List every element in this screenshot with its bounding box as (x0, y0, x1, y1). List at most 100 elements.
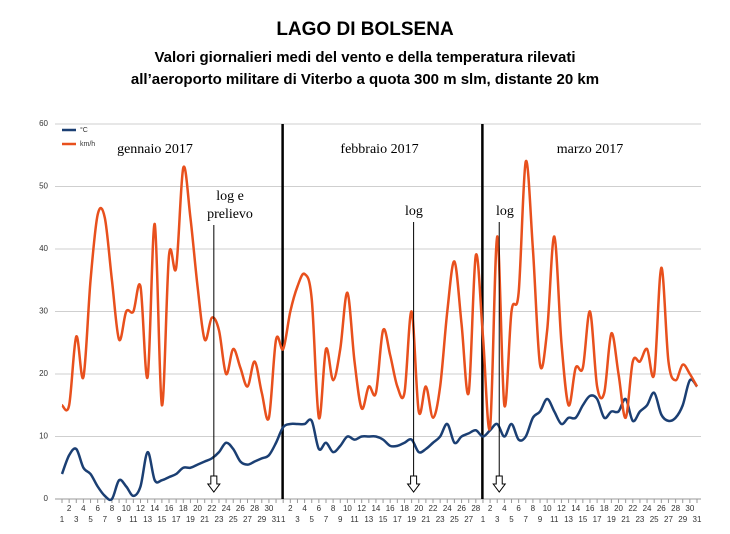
x-tick-label: 9 (338, 515, 343, 524)
x-tick-label: 13 (143, 515, 152, 524)
y-tick-label: 40 (39, 244, 48, 253)
x-tick-label: 2 (67, 504, 72, 513)
x-tick-label: 30 (685, 504, 694, 513)
x-tick-label: 16 (586, 504, 595, 513)
x-tick-label: 25 (450, 515, 459, 524)
x-tick-label: 2 (488, 504, 493, 513)
x-tick-label: 23 (436, 515, 445, 524)
x-tick-label: 22 (628, 504, 637, 513)
x-tick-label: 18 (400, 504, 409, 513)
annotation: log (405, 204, 423, 219)
x-tick-label: 8 (531, 504, 536, 513)
x-tick-label: 27 (464, 515, 473, 524)
x-tick-label: 3 (295, 515, 300, 524)
x-tick-label: 21 (421, 515, 430, 524)
x-tick-label: 14 (150, 504, 159, 513)
legend-label: km/h (80, 141, 95, 148)
y-tick-label: 60 (39, 119, 48, 128)
x-tick-label: 11 (550, 515, 559, 524)
x-tick-label: 21 (200, 515, 209, 524)
series-line (60, 159, 699, 431)
x-tick-label: 12 (357, 504, 366, 513)
legend-label: °C (80, 126, 88, 134)
month-label: febbraio 2017 (340, 142, 418, 157)
annotation: log (496, 204, 514, 219)
x-tick-label: 14 (571, 504, 580, 513)
x-tick-label: 16 (165, 504, 174, 513)
x-tick-label: 13 (364, 515, 373, 524)
x-tick-label: 29 (257, 515, 266, 524)
x-tick-label: 12 (557, 504, 566, 513)
month-label: marzo 2017 (557, 142, 623, 157)
x-tick-label: 19 (407, 515, 416, 524)
x-tick-label: 4 (81, 504, 86, 513)
x-tick-label: 1 (60, 515, 65, 524)
x-tick-label: 24 (222, 504, 231, 513)
x-tick-label: 10 (343, 504, 352, 513)
x-tick-label: 31 (272, 515, 281, 524)
x-tick-label: 8 (331, 504, 336, 513)
subtitle: Valori giornalieri medi del vento e dell… (155, 49, 576, 66)
x-tick-label: 5 (88, 515, 93, 524)
x-tick-label: 23 (635, 515, 644, 524)
x-tick-label: 7 (103, 515, 108, 524)
x-tick-label: 3 (74, 515, 79, 524)
x-tick-label: 12 (136, 504, 145, 513)
y-tick-label: 50 (39, 182, 48, 191)
series-line (60, 378, 698, 502)
x-tick-label: 17 (593, 515, 602, 524)
x-tick-label: 9 (538, 515, 543, 524)
annotation: prelievo (207, 207, 253, 222)
chart-title: LAGO DI BOLSENA (276, 19, 454, 40)
x-tick-label: 28 (250, 504, 259, 513)
x-tick-label: 27 (243, 515, 252, 524)
x-tick-label: 4 (502, 504, 507, 513)
x-tick-label: 30 (264, 504, 273, 513)
x-tick-label: 7 (324, 515, 329, 524)
x-tick-label: 26 (657, 504, 666, 513)
x-tick-label: 17 (172, 515, 181, 524)
x-tick-label: 1 (481, 515, 486, 524)
x-tick-label: 24 (643, 504, 652, 513)
x-tick-label: 25 (650, 515, 659, 524)
x-tick-label: 6 (516, 504, 521, 513)
x-tick-label: 4 (302, 504, 307, 513)
x-tick-label: 3 (495, 515, 500, 524)
y-tick-label: 0 (44, 494, 49, 503)
x-tick-label: 26 (457, 504, 466, 513)
x-tick-label: 23 (215, 515, 224, 524)
x-tick-label: 22 (429, 504, 438, 513)
x-tick-label: 10 (543, 504, 552, 513)
x-tick-label: 21 (621, 515, 630, 524)
x-tick-label: 28 (471, 504, 480, 513)
month-label: gennaio 2017 (117, 142, 193, 157)
x-tick-label: 27 (664, 515, 673, 524)
x-tick-label: 15 (157, 515, 166, 524)
y-tick-label: 30 (39, 307, 48, 316)
x-tick-label: 13 (564, 515, 573, 524)
x-tick-label: 15 (379, 515, 388, 524)
x-tick-label: 29 (678, 515, 687, 524)
y-tick-label: 10 (39, 432, 48, 441)
x-tick-label: 25 (229, 515, 238, 524)
annotation-arrow (406, 475, 421, 493)
x-tick-label: 31 (693, 515, 702, 524)
x-tick-label: 24 (443, 504, 452, 513)
y-tick-label: 20 (39, 369, 48, 378)
x-tick-label: 26 (236, 504, 245, 513)
annotation-arrow (206, 475, 221, 493)
annotation: log e (216, 189, 244, 204)
x-tick-label: 20 (193, 504, 202, 513)
annotation-arrow (492, 475, 507, 493)
x-tick-label: 11 (129, 515, 138, 524)
x-tick-label: 16 (386, 504, 395, 513)
x-tick-label: 6 (317, 504, 322, 513)
x-tick-label: 6 (95, 504, 100, 513)
x-tick-label: 8 (110, 504, 115, 513)
x-tick-label: 5 (509, 515, 514, 524)
x-tick-label: 18 (600, 504, 609, 513)
x-tick-label: 7 (524, 515, 529, 524)
x-tick-label: 10 (122, 504, 131, 513)
x-tick-label: 9 (117, 515, 122, 524)
